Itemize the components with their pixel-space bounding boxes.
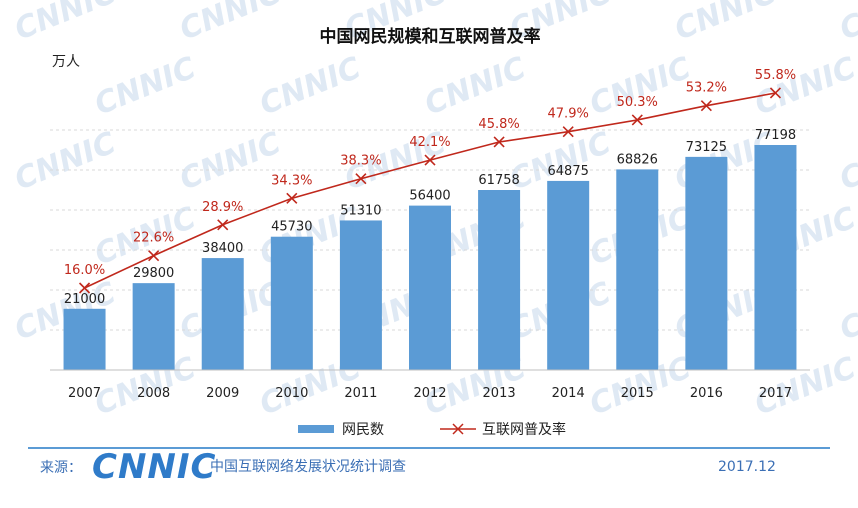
line-point-marker — [78, 282, 91, 294]
footer-survey-title: 中国互联网络发展状况统计调查 — [210, 459, 406, 475]
bar-labels-layer: 21000 29800 38400 45730 51310 56400 61758 64875… — [64, 128, 796, 307]
x-axis-ticks: 2007 2008 2009 2010 2011 2012 2013 2014 2015 2016… — [68, 386, 792, 401]
bar-value-label: 73125 — [686, 140, 727, 155]
legend-line-label: 互联网普及率 — [482, 421, 566, 438]
line-point-marker — [562, 126, 574, 138]
watermark-text: CNNIC — [90, 50, 201, 122]
watermark-text: CNNIC — [175, 125, 286, 197]
pct-value-label: 28.9% — [202, 200, 243, 215]
pct-value-label: 16.0% — [64, 263, 105, 278]
bar-value-label: 64875 — [548, 164, 589, 179]
y-axis-unit: 万人 — [52, 54, 80, 70]
bar — [616, 169, 659, 370]
footer-date: 2017.12 — [718, 459, 776, 475]
pct-value-label: 38.3% — [340, 154, 381, 169]
line-layer — [78, 87, 782, 294]
bar — [63, 308, 106, 370]
bar-value-label: 51310 — [340, 203, 381, 218]
watermark-text: CNNIC — [750, 50, 858, 122]
bar — [270, 236, 313, 370]
bar — [547, 180, 590, 370]
bar-value-label: 61758 — [478, 173, 519, 188]
watermark-text: CNNIC — [10, 0, 121, 47]
watermark-text: CNNIC — [175, 0, 286, 47]
bar — [201, 258, 244, 370]
bar-value-label: 45730 — [271, 220, 312, 235]
x-tick-label: 2016 — [690, 386, 723, 401]
legend-bar-label: 网民数 — [342, 422, 384, 438]
watermark-text: CNNIC — [835, 275, 858, 347]
line-point-marker — [769, 87, 782, 99]
x-tick-label: 2009 — [206, 386, 239, 401]
cnnic-logo: CNNIC — [92, 447, 216, 487]
bar-value-label: 29800 — [133, 266, 174, 281]
pct-value-label: 50.3% — [617, 95, 658, 110]
bar-value-label: 56400 — [409, 189, 450, 204]
bar — [132, 283, 175, 370]
pct-value-label: 55.8% — [755, 68, 796, 83]
legend: 网民数 互联网普及率 — [298, 421, 566, 438]
line-point-marker — [631, 114, 643, 126]
x-tick-label: 2007 — [68, 386, 101, 401]
bar — [685, 156, 728, 370]
line-point-marker — [355, 173, 367, 185]
watermark-text: CNNIC — [10, 125, 121, 197]
line-point-marker — [493, 136, 505, 148]
bar-value-label: 38400 — [202, 241, 243, 256]
line-point-marker — [148, 250, 160, 262]
x-tick-label: 2017 — [759, 386, 792, 401]
pct-labels-layer: 16.0% 22.6% 28.9% 34.3% 38.3% 42.1% 45.8% 47.9%… — [64, 68, 796, 278]
line-point-marker — [217, 219, 229, 231]
chart-title: 中国网民规模和互联网普及率 — [320, 26, 541, 47]
x-tick-label: 2014 — [552, 386, 585, 401]
bar-value-label: 68826 — [617, 152, 658, 167]
x-tick-label: 2013 — [483, 386, 516, 401]
pct-value-label: 34.3% — [271, 173, 312, 188]
pct-value-label: 22.6% — [133, 231, 174, 246]
bar — [339, 220, 382, 370]
bar-value-label: 21000 — [64, 292, 105, 307]
legend-line-marker — [452, 423, 464, 435]
bar — [754, 145, 797, 370]
watermark-text: CNNIC — [420, 50, 531, 122]
x-tick-label: 2012 — [413, 386, 446, 401]
line-point-marker — [424, 154, 436, 166]
watermark-text: CNNIC — [670, 0, 781, 47]
x-tick-label: 2011 — [344, 386, 377, 401]
pct-value-label: 45.8% — [478, 117, 519, 132]
watermark-text: CNNIC — [835, 0, 858, 47]
pct-value-label: 53.2% — [686, 81, 727, 96]
watermark-text: CNNIC — [835, 125, 858, 197]
watermark-text: CNNIC — [255, 50, 366, 122]
x-tick-label: 2010 — [275, 386, 308, 401]
pct-value-label: 47.9% — [548, 107, 589, 122]
bar-value-label: 77198 — [755, 128, 796, 143]
pct-value-label: 42.1% — [409, 135, 450, 150]
line-point-marker — [700, 100, 712, 112]
x-tick-label: 2008 — [137, 386, 170, 401]
legend-bar-swatch — [298, 425, 334, 433]
x-tick-label: 2015 — [621, 386, 654, 401]
bar — [409, 205, 451, 370]
bars-layer — [63, 145, 797, 370]
bar — [478, 190, 521, 370]
line-point-marker — [286, 192, 298, 204]
footer-source-label: 来源： — [40, 460, 82, 476]
